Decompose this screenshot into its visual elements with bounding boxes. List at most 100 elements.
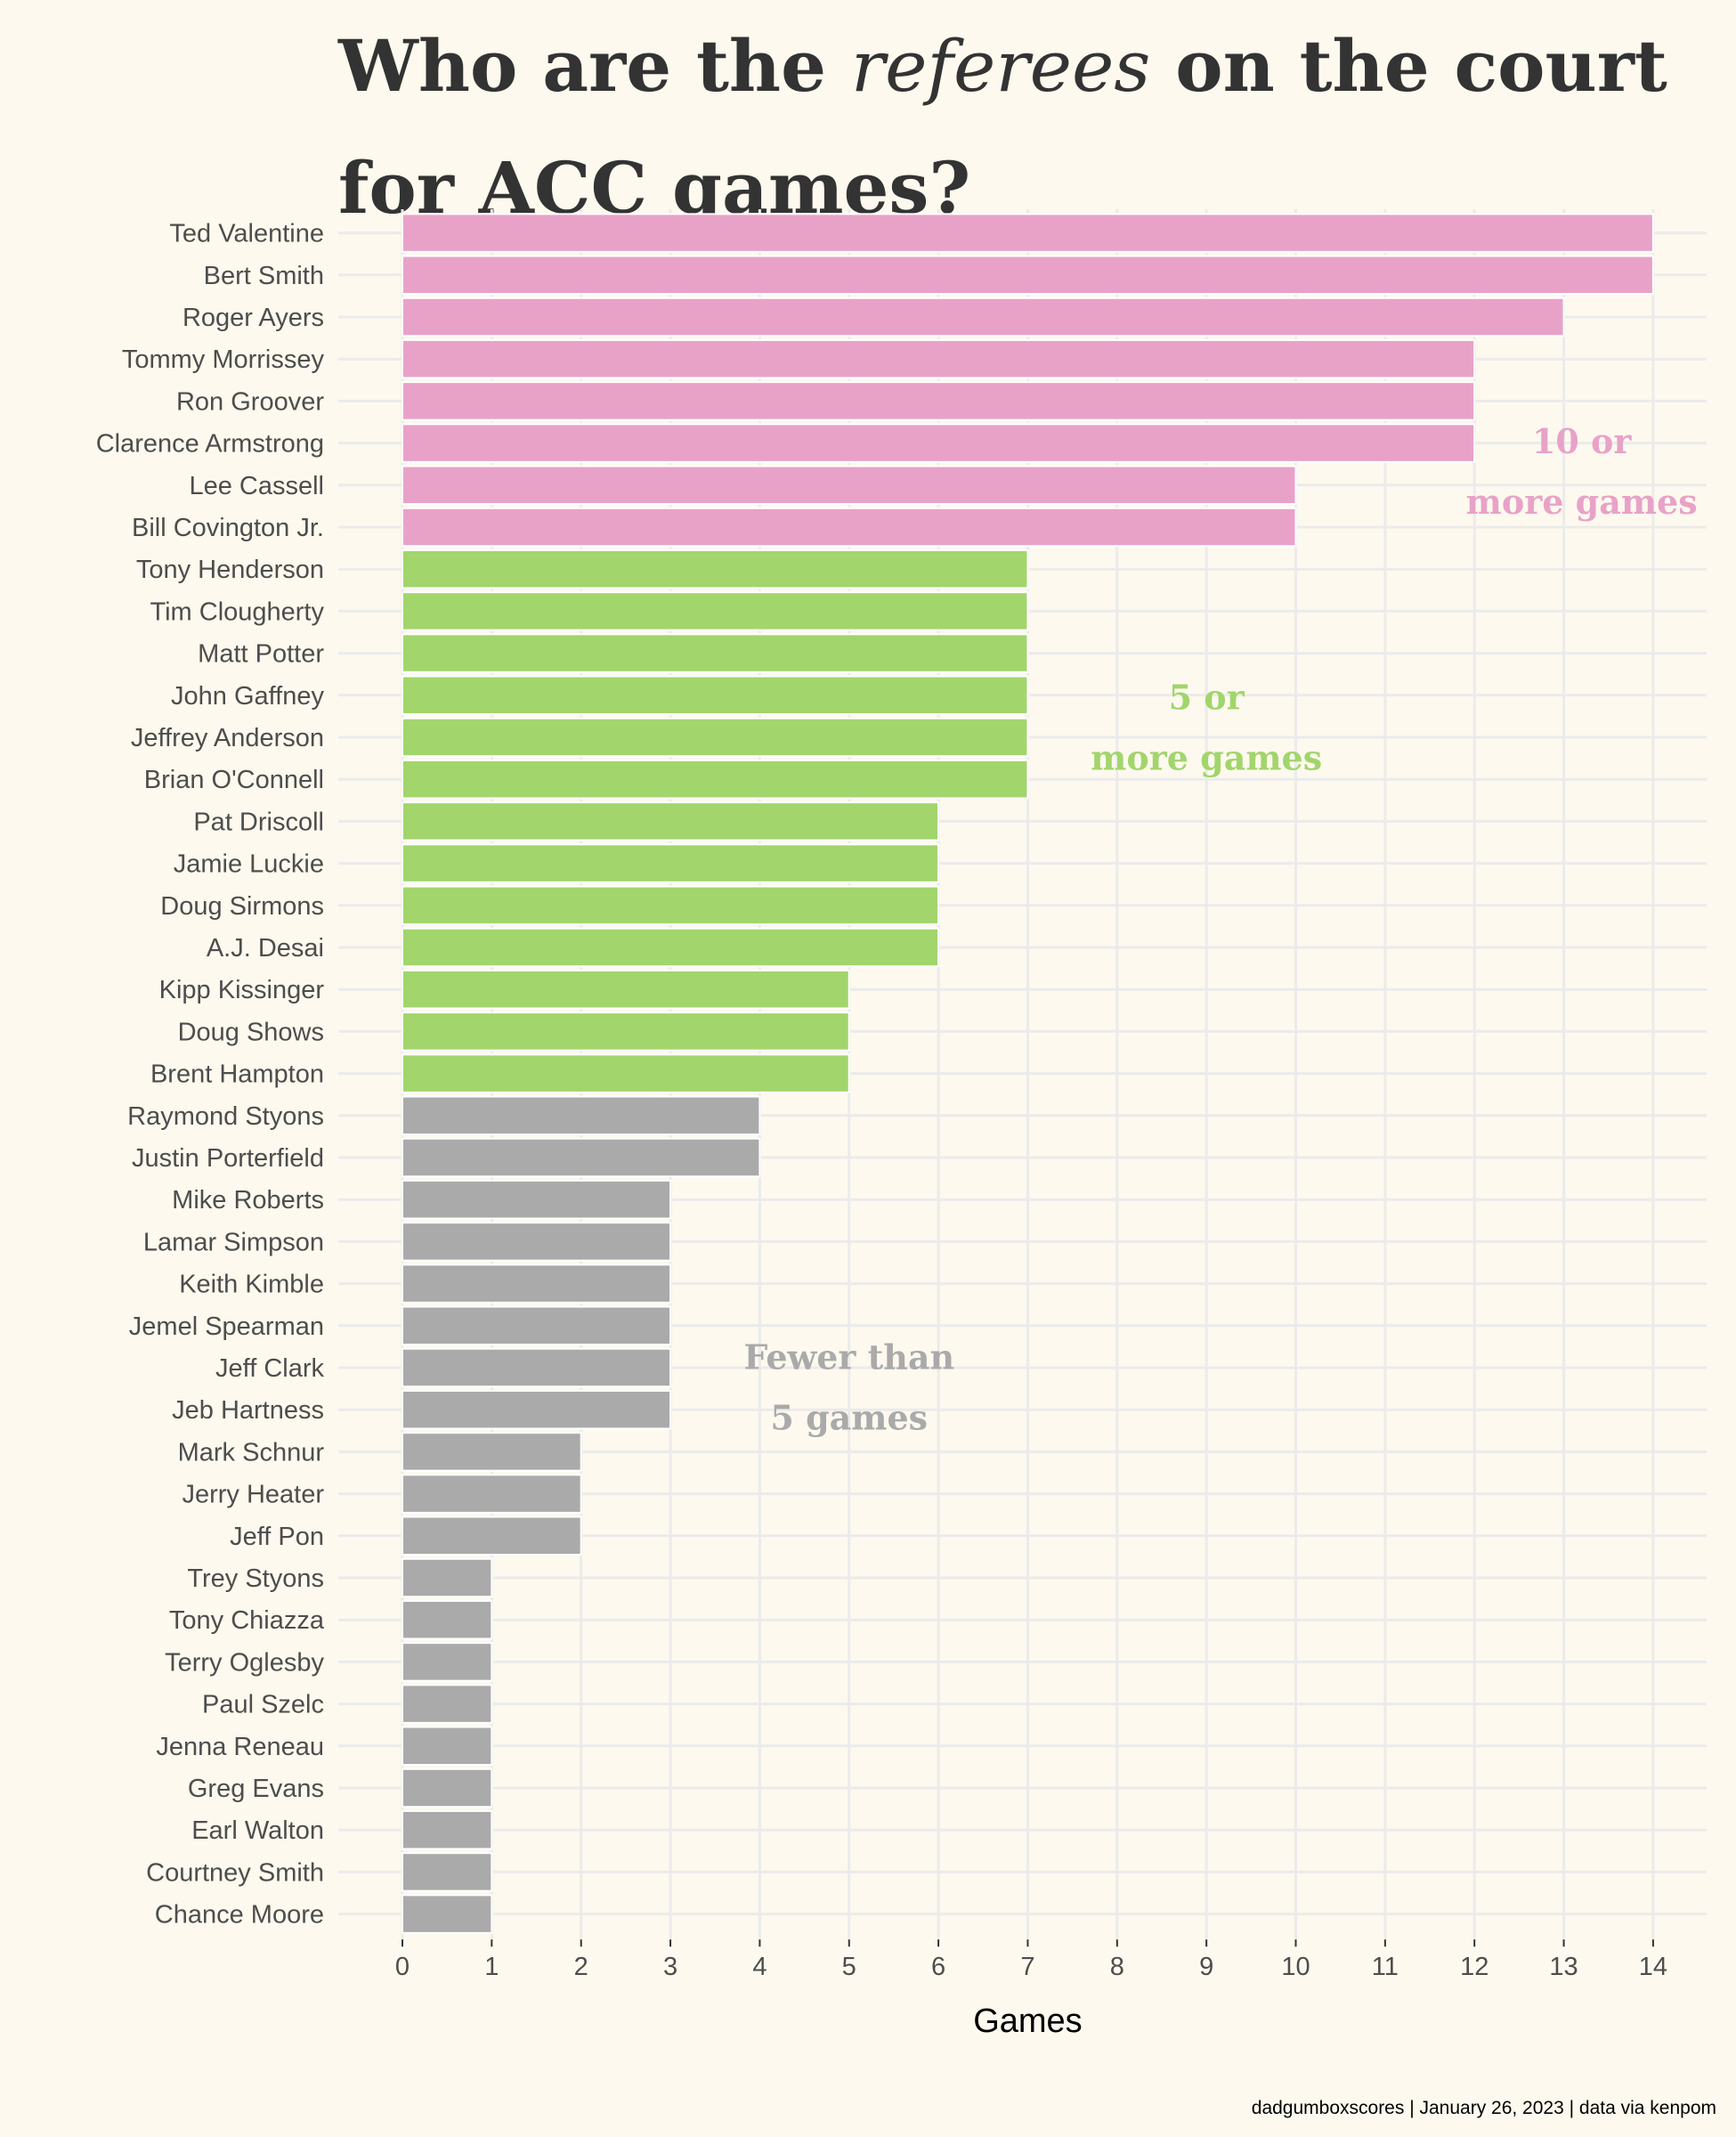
- bar-3: [402, 338, 1476, 379]
- x-tick-label: 7: [1020, 1953, 1034, 1981]
- bar-23: [402, 1179, 672, 1220]
- bar-32: [402, 1557, 493, 1598]
- x-tick-label: 12: [1460, 1953, 1489, 1981]
- annotation-line: 5 or: [1169, 678, 1245, 718]
- annotation-1: 5 or more games: [1091, 678, 1322, 778]
- y-tick-label: Kipp Kissinger: [159, 976, 325, 1004]
- bar-40: [402, 1894, 493, 1934]
- y-tick-label: Earl Walton: [191, 1816, 324, 1845]
- x-tick-label: 1: [484, 1953, 499, 1981]
- bar-7: [402, 507, 1297, 548]
- y-tick-label: Bill Covington Jr.: [132, 514, 324, 542]
- y-tick-label: Ron Groover: [176, 387, 324, 416]
- y-tick-label: John Gaffney: [171, 682, 324, 711]
- bar-15: [402, 843, 940, 883]
- y-tick-label: Jerry Heater: [182, 1481, 324, 1509]
- bar-35: [402, 1684, 493, 1724]
- y-tick-label: Tony Chiazza: [169, 1606, 325, 1635]
- y-tick-label: Lamar Simpson: [143, 1228, 324, 1256]
- y-tick-label: Doug Shows: [178, 1018, 324, 1046]
- y-tick-label: A.J. Desai: [207, 934, 324, 963]
- x-tick-label: 3: [663, 1953, 677, 1981]
- bar-9: [402, 591, 1029, 631]
- y-tick-label: Paul Szelc: [202, 1691, 324, 1719]
- x-tick-label: 6: [931, 1953, 945, 1981]
- y-tick-label: Doug Sirmons: [160, 892, 324, 921]
- y-tick-label: Bert Smith: [204, 262, 324, 290]
- bar-24: [402, 1222, 672, 1262]
- x-tick-label: 0: [395, 1953, 410, 1981]
- bar-1: [402, 255, 1654, 296]
- annotation-line: 10 or: [1532, 421, 1632, 461]
- annotation-line: Fewer than: [743, 1337, 954, 1377]
- x-tick-label: 4: [752, 1953, 767, 1981]
- y-axis-labels: Ted Valentine Bert Smith Roger Ayers Tommy …: [96, 220, 325, 1930]
- bar-28: [402, 1389, 672, 1430]
- x-tick-label: 14: [1639, 1953, 1667, 1981]
- bar-18: [402, 969, 850, 1010]
- y-tick-label: Greg Evans: [188, 1775, 324, 1803]
- bar-11: [402, 675, 1029, 716]
- y-tick-label: Matt Potter: [198, 640, 324, 669]
- y-tick-label: Justin Porterfield: [132, 1144, 324, 1173]
- bar-14: [402, 801, 940, 841]
- y-tick-label: Jeff Pon: [230, 1523, 324, 1551]
- x-axis-label: Games: [973, 2003, 1082, 2040]
- y-tick-label: Ted Valentine: [169, 220, 324, 248]
- bar-34: [402, 1642, 493, 1682]
- bar-0: [402, 213, 1654, 253]
- y-tick-label: Keith Kimble: [179, 1271, 324, 1299]
- y-tick-label: Jeffrey Anderson: [131, 724, 324, 752]
- bar-26: [402, 1305, 672, 1346]
- y-tick-label: Tony Henderson: [136, 556, 324, 584]
- title-part1: Who are the: [338, 24, 851, 108]
- x-tick-label: 11: [1372, 1953, 1399, 1981]
- bar-38: [402, 1809, 493, 1850]
- annotation-line: more games: [1091, 738, 1322, 778]
- y-tick-label: Lee Cassell: [189, 472, 324, 500]
- annotation-line: more games: [1466, 482, 1698, 522]
- bar-25: [402, 1264, 672, 1304]
- bar-12: [402, 717, 1029, 758]
- y-tick-label: Roger Ayers: [183, 304, 324, 332]
- y-tick-label: Jeb Hartness: [172, 1396, 324, 1425]
- y-tick-label: Trey Styons: [187, 1564, 324, 1593]
- bar-19: [402, 1012, 850, 1052]
- bar-33: [402, 1599, 493, 1640]
- y-tick-label: Chance Moore: [155, 1901, 324, 1930]
- y-tick-label: Jemel Spearman: [129, 1312, 324, 1341]
- y-tick-label: Clarence Armstrong: [96, 430, 324, 459]
- y-tick-label: Pat Driscoll: [193, 808, 324, 836]
- bar-5: [402, 423, 1476, 463]
- bar-20: [402, 1053, 850, 1093]
- x-tick-label: 10: [1281, 1953, 1310, 1981]
- x-tick-label: 5: [842, 1953, 856, 1981]
- bar-10: [402, 633, 1029, 673]
- bar-22: [402, 1137, 761, 1178]
- x-axis-ticks: 0 1 2 3 4 5 6 7 8 9 10 11 12 13 14: [395, 1939, 1667, 1981]
- bar-27: [402, 1347, 672, 1388]
- bar-39: [402, 1852, 493, 1892]
- annotation-0: 10 or more games: [1466, 421, 1698, 522]
- bar-30: [402, 1474, 582, 1514]
- bar-2: [402, 297, 1565, 337]
- bar-21: [402, 1095, 761, 1136]
- annotation-2: Fewer than 5 games: [743, 1337, 954, 1438]
- bar-6: [402, 465, 1297, 506]
- bar-17: [402, 927, 940, 968]
- x-tick-label: 13: [1549, 1953, 1578, 1981]
- y-tick-label: Tim Clougherty: [150, 597, 324, 626]
- y-tick-label: Brian O'Connell: [144, 766, 324, 794]
- y-tick-label: Terry Oglesby: [165, 1648, 324, 1677]
- title-emphasis: referees: [850, 25, 1151, 108]
- bar-29: [402, 1432, 582, 1472]
- bars: [402, 213, 1654, 1934]
- y-tick-label: Jenna Reneau: [156, 1733, 324, 1761]
- bar-37: [402, 1767, 493, 1808]
- bar-36: [402, 1726, 493, 1767]
- bar-31: [402, 1515, 582, 1556]
- group-annotations: 10 or more games 5 or more games Fewer than 5…: [743, 421, 1697, 1438]
- x-tick-label: 2: [574, 1953, 588, 1981]
- y-tick-label: Jamie Luckie: [174, 850, 324, 879]
